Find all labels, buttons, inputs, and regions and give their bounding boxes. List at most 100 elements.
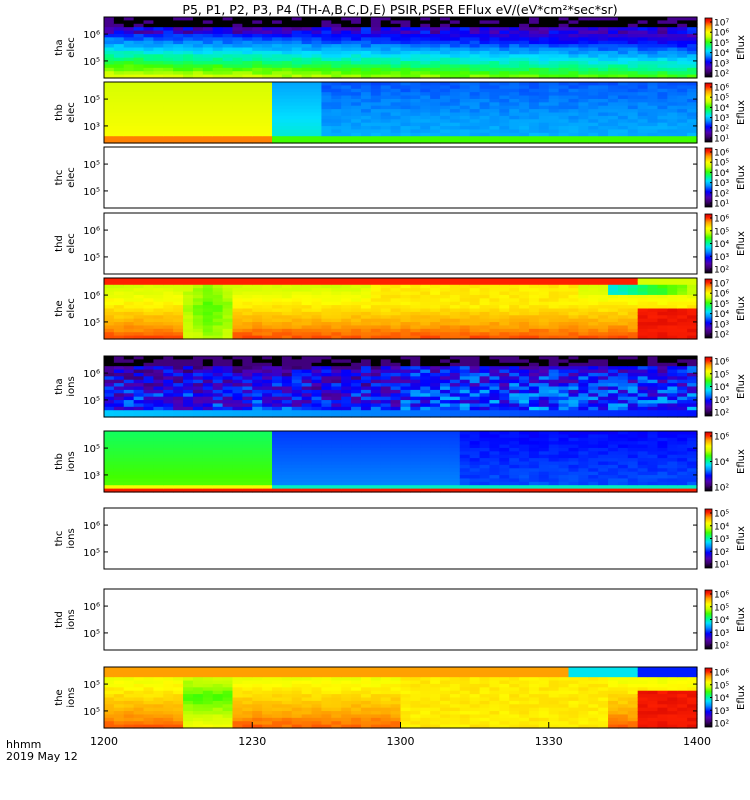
colorbar-tick-label: 10⁶	[714, 290, 729, 300]
panel-thc-ions: 10⁶ 10⁵ thc ions 10⁵ 10⁴ 10³ 10² 10¹ Eflux	[54, 507, 747, 571]
colorbar-tick-label: 10⁵	[714, 159, 729, 169]
x-tick-label: 1300	[387, 735, 415, 748]
species-label: elec	[66, 167, 77, 188]
colorbar-tick-label: 10³	[714, 707, 729, 717]
species-label: ions	[66, 451, 77, 471]
colorbar-label: Eflux	[736, 685, 747, 710]
species-label: elec	[66, 233, 77, 254]
panel-the-ions: 10⁵ 10⁵ the ions 10⁶ 10⁵ 10⁴ 10³ 10² Eflux	[54, 666, 747, 730]
colorbar-scale	[704, 17, 713, 78]
panel-frame	[103, 355, 698, 418]
y-tick-label: 10⁵	[83, 680, 100, 691]
colorbar-tick-label: 10⁶	[714, 149, 729, 159]
probe-label: tha	[54, 39, 65, 55]
colorbar-tick-label: 10³	[714, 179, 729, 189]
colorbar-label: Eflux	[736, 526, 747, 551]
colorbar-tick-label: 10²	[714, 548, 729, 558]
colorbar-tick-label: 10⁶	[714, 84, 729, 94]
colorbar-label: Eflux	[736, 231, 747, 256]
colorbar-label: Eflux	[736, 165, 747, 190]
colorbar-scale	[704, 278, 713, 339]
species-label: ions	[66, 376, 77, 396]
y-tick-label: 10⁵	[83, 95, 100, 106]
date-label: 2019 May 12	[6, 750, 78, 763]
colorbar-tick-label: 10²	[714, 189, 729, 199]
colorbar-thd-elec: 10⁶ 10⁵ 10⁴ 10³ 10² Eflux	[704, 213, 747, 276]
colorbar-tick-label: 10³	[714, 114, 729, 124]
time-axis: 1200 1230 1300 1330 1400	[90, 722, 711, 748]
colorbar-tick-label: 10⁵	[714, 510, 729, 520]
spectrogram-the-ions	[104, 667, 698, 729]
species-label: ions	[66, 528, 77, 548]
y-tick-label: 10⁶	[83, 291, 100, 302]
colorbar-label: Eflux	[736, 607, 747, 632]
y-tick-label: 10⁵	[83, 396, 100, 407]
colorbar-thc-ions: 10⁵ 10⁴ 10³ 10² 10¹ Eflux	[704, 508, 747, 571]
colorbar-the-ions: 10⁶ 10⁵ 10⁴ 10³ 10² Eflux	[704, 667, 747, 730]
colorbar-tick-label: 10³	[714, 253, 729, 263]
colorbar-tick-label: 10⁶	[714, 669, 729, 679]
panel-thd-ions: 10⁶ 10⁵ thd ions 10⁶ 10⁵ 10⁴ 10³ 10² Eflux	[54, 588, 747, 652]
colorbar-tick-label: 10⁷	[714, 280, 729, 290]
colorbar-tick-label: 10⁶	[714, 591, 729, 601]
colorbar-tick-label: 10⁵	[714, 39, 729, 49]
colorbar-tick-label: 10⁴	[714, 310, 729, 320]
panel-frame	[103, 430, 698, 493]
y-tick-label: 10⁵	[83, 444, 100, 455]
spectrogram-tha-elec	[104, 17, 698, 79]
colorbar-scale	[704, 147, 713, 208]
spectrogram-tha-ions	[104, 356, 698, 418]
colorbar-tick-label: 10²	[714, 124, 729, 134]
colorbar-tick-label: 10¹	[714, 135, 729, 145]
colorbar-tick-label: 10⁵	[714, 300, 729, 310]
colorbar-label: Eflux	[736, 374, 747, 399]
colorbar-tick-label: 10¹	[714, 200, 729, 210]
colorbar-tick-label: 10³	[714, 629, 729, 639]
y-tick-label: 10⁶	[83, 226, 100, 237]
colorbar-tick-label: 10³	[714, 535, 729, 545]
colorbar-tick-label: 10⁵	[714, 603, 729, 613]
time-axis-label: hhmm	[6, 738, 41, 751]
y-tick-label: 10⁵	[83, 57, 100, 68]
y-tick-label: 10⁵	[83, 707, 100, 718]
panel-frame	[103, 81, 698, 144]
y-tick-label: 10⁵	[83, 187, 100, 198]
colorbar-tick-label: 10³	[714, 396, 729, 406]
colorbar-label: Eflux	[736, 449, 747, 474]
colorbar-tick-label: 10³	[714, 59, 729, 69]
colorbar-tick-label: 10²	[714, 331, 729, 341]
probe-label: tha	[54, 378, 65, 394]
colorbar-tick-label: 10⁵	[714, 94, 729, 104]
y-tick-label: 10⁵	[83, 253, 100, 264]
panel-frame	[103, 277, 698, 340]
probe-label: thb	[54, 453, 65, 470]
chart-title: P5, P1, P2, P3, P4 (TH-A,B,C,D,E) PSIR,P…	[182, 2, 617, 17]
x-tick-label: 1400	[683, 735, 711, 748]
colorbar-tick-label: 10⁶	[714, 433, 729, 443]
colorbar-label: Eflux	[736, 100, 747, 125]
y-tick-label: 10⁵	[83, 548, 100, 559]
colorbar-tick-label: 10³	[714, 320, 729, 330]
y-tick-label: 10⁶	[83, 369, 100, 380]
probe-label: the	[54, 300, 65, 316]
x-tick-label: 1200	[90, 735, 118, 748]
colorbar-tick-label: 10⁵	[714, 681, 729, 691]
panel-thb-ions: 10⁵ 10³ thb ions 10⁶ 10⁴ 10² Eflux	[54, 430, 747, 494]
probe-label: thc	[54, 170, 65, 186]
colorbar-thd-ions: 10⁶ 10⁵ 10⁴ 10³ 10² Eflux	[704, 589, 747, 652]
colorbar-tick-label: 10⁶	[714, 29, 729, 39]
panel-frame	[103, 212, 698, 275]
colorbar-tick-label: 10²	[714, 409, 729, 419]
colorbar-tick-label: 10⁷	[714, 19, 729, 29]
panel-tha-ions: 10⁶ 10⁵ tha ions 10⁶ 10⁵ 10⁴ 10³ 10² Eflux	[54, 355, 747, 419]
probe-label: the	[54, 689, 65, 705]
colorbar-tick-label: 10⁴	[714, 240, 729, 250]
